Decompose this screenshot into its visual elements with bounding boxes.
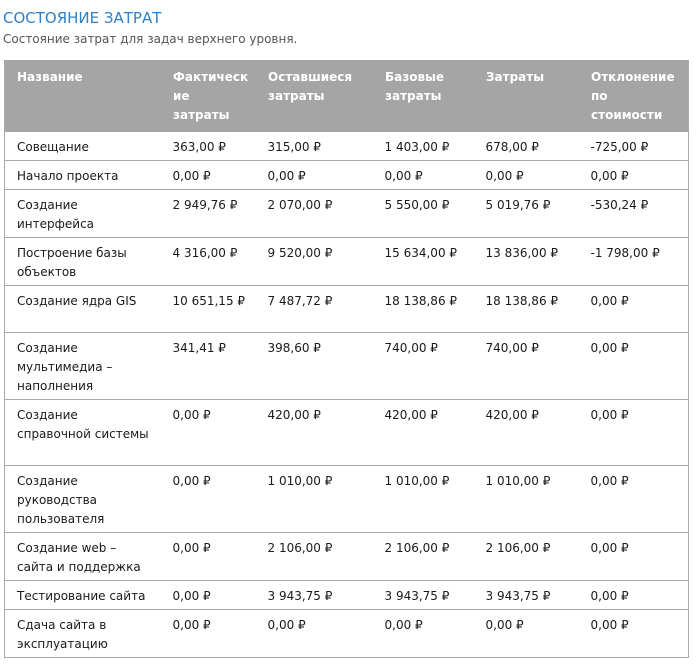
table-row: Построение базы объектов 4 316,00 ₽ 9 52… — [4, 237, 689, 286]
cell-baseline-cost: 1 010,00 ₽ — [372, 465, 474, 533]
cost-table: Название Фактическ ие затраты Оставшиеся… — [4, 60, 689, 658]
cell-cost: 678,00 ₽ — [473, 131, 579, 161]
cell-cost-variance: 0,00 ₽ — [578, 285, 689, 333]
report-title: СОСТОЯНИЕ ЗАТРАТ — [3, 9, 162, 27]
cell-baseline-cost: 18 138,86 ₽ — [372, 285, 474, 333]
cell-cost-variance: 0,00 ₽ — [578, 160, 689, 190]
cell-cost: 740,00 ₽ — [473, 332, 579, 400]
cell-baseline-cost: 420,00 ₽ — [372, 399, 474, 466]
cell-actual-cost: 4 316,00 ₽ — [160, 237, 256, 286]
report-subtitle: Состояние затрат для задач верхнего уров… — [3, 32, 298, 46]
cell-baseline-cost: 740,00 ₽ — [372, 332, 474, 400]
cell-name: Построение базы объектов — [4, 237, 161, 286]
header-cost: Затраты — [473, 60, 579, 132]
cell-cost-variance: -530,24 ₽ — [578, 189, 689, 238]
cell-cost-variance: 0,00 ₽ — [578, 399, 689, 466]
cell-actual-cost: 0,00 ₽ — [160, 609, 256, 658]
cell-name: Создание справочной системы — [4, 399, 161, 466]
cell-cost: 2 106,00 ₽ — [473, 532, 579, 581]
table-row: Создание ядра GIS 10 651,15 ₽ 7 487,72 ₽… — [4, 285, 689, 333]
table-row: Сдача сайта в эксплуатацию 0,00 ₽ 0,00 ₽… — [4, 609, 689, 658]
cell-remaining-cost: 9 520,00 ₽ — [255, 237, 373, 286]
table-row: Совещание 363,00 ₽ 315,00 ₽ 1 403,00 ₽ 6… — [4, 131, 689, 161]
cell-cost-variance: -725,00 ₽ — [578, 131, 689, 161]
cell-cost: 420,00 ₽ — [473, 399, 579, 466]
cell-remaining-cost: 0,00 ₽ — [255, 609, 373, 658]
table-row: Создание web – сайта и поддержка 0,00 ₽ … — [4, 532, 689, 581]
table-row: Создание руководства пользователя 0,00 ₽… — [4, 465, 689, 533]
cell-remaining-cost: 0,00 ₽ — [255, 160, 373, 190]
cell-actual-cost: 363,00 ₽ — [160, 131, 256, 161]
header-baseline-cost: Базовые затраты — [372, 60, 474, 132]
cell-baseline-cost: 1 403,00 ₽ — [372, 131, 474, 161]
cell-baseline-cost: 15 634,00 ₽ — [372, 237, 474, 286]
cell-cost: 18 138,86 ₽ — [473, 285, 579, 333]
cell-cost: 1 010,00 ₽ — [473, 465, 579, 533]
cell-cost: 13 836,00 ₽ — [473, 237, 579, 286]
cell-cost: 0,00 ₽ — [473, 160, 579, 190]
cell-actual-cost: 2 949,76 ₽ — [160, 189, 256, 238]
cell-remaining-cost: 3 943,75 ₽ — [255, 580, 373, 610]
cell-name: Создание ядра GIS — [4, 285, 161, 333]
cell-cost: 5 019,76 ₽ — [473, 189, 579, 238]
cell-baseline-cost: 5 550,00 ₽ — [372, 189, 474, 238]
cell-name: Создание web – сайта и поддержка — [4, 532, 161, 581]
header-row: Название Фактическ ие затраты Оставшиеся… — [4, 60, 689, 132]
table-row: Тестирование сайта 0,00 ₽ 3 943,75 ₽ 3 9… — [4, 580, 689, 610]
cell-cost-variance: 0,00 ₽ — [578, 532, 689, 581]
cell-remaining-cost: 420,00 ₽ — [255, 399, 373, 466]
cell-remaining-cost: 7 487,72 ₽ — [255, 285, 373, 333]
cell-actual-cost: 0,00 ₽ — [160, 160, 256, 190]
cell-baseline-cost: 3 943,75 ₽ — [372, 580, 474, 610]
cell-cost-variance: 0,00 ₽ — [578, 332, 689, 400]
cell-cost-variance: 0,00 ₽ — [578, 465, 689, 533]
cell-cost: 3 943,75 ₽ — [473, 580, 579, 610]
header-remaining-cost: Оставшиеся затраты — [255, 60, 373, 132]
cell-actual-cost: 0,00 ₽ — [160, 465, 256, 533]
cell-baseline-cost: 0,00 ₽ — [372, 160, 474, 190]
cell-actual-cost: 341,41 ₽ — [160, 332, 256, 400]
cell-cost-variance: 0,00 ₽ — [578, 580, 689, 610]
cell-cost-variance: 0,00 ₽ — [578, 609, 689, 658]
cell-actual-cost: 10 651,15 ₽ — [160, 285, 256, 333]
cell-remaining-cost: 1 010,00 ₽ — [255, 465, 373, 533]
cell-actual-cost: 0,00 ₽ — [160, 580, 256, 610]
cell-remaining-cost: 398,60 ₽ — [255, 332, 373, 400]
cell-name: Тестирование сайта — [4, 580, 161, 610]
cell-baseline-cost: 0,00 ₽ — [372, 609, 474, 658]
cell-name: Сдача сайта в эксплуатацию — [4, 609, 161, 658]
header-actual-cost: Фактическ ие затраты — [160, 60, 256, 132]
table-row: Создание справочной системы 0,00 ₽ 420,0… — [4, 399, 689, 466]
cell-baseline-cost: 2 106,00 ₽ — [372, 532, 474, 581]
cell-remaining-cost: 315,00 ₽ — [255, 131, 373, 161]
cell-cost-variance: -1 798,00 ₽ — [578, 237, 689, 286]
table-row: Создание интерфейса 2 949,76 ₽ 2 070,00 … — [4, 189, 689, 238]
table-row: Начало проекта 0,00 ₽ 0,00 ₽ 0,00 ₽ 0,00… — [4, 160, 689, 190]
cell-remaining-cost: 2 070,00 ₽ — [255, 189, 373, 238]
cell-name: Начало проекта — [4, 160, 161, 190]
cell-name: Создание мультимедиа – наполнения — [4, 332, 161, 400]
table-row: Создание мультимедиа – наполнения 341,41… — [4, 332, 689, 400]
cell-name: Создание руководства пользователя — [4, 465, 161, 533]
cost-table-container: Название Фактическ ие затраты Оставшиеся… — [4, 60, 689, 658]
cell-remaining-cost: 2 106,00 ₽ — [255, 532, 373, 581]
cell-name: Создание интерфейса — [4, 189, 161, 238]
cell-name: Совещание — [4, 131, 161, 161]
header-name: Название — [4, 60, 161, 132]
cell-actual-cost: 0,00 ₽ — [160, 399, 256, 466]
header-cost-variance: Отклонение по стоимости — [578, 60, 689, 132]
cell-cost: 0,00 ₽ — [473, 609, 579, 658]
cell-actual-cost: 0,00 ₽ — [160, 532, 256, 581]
